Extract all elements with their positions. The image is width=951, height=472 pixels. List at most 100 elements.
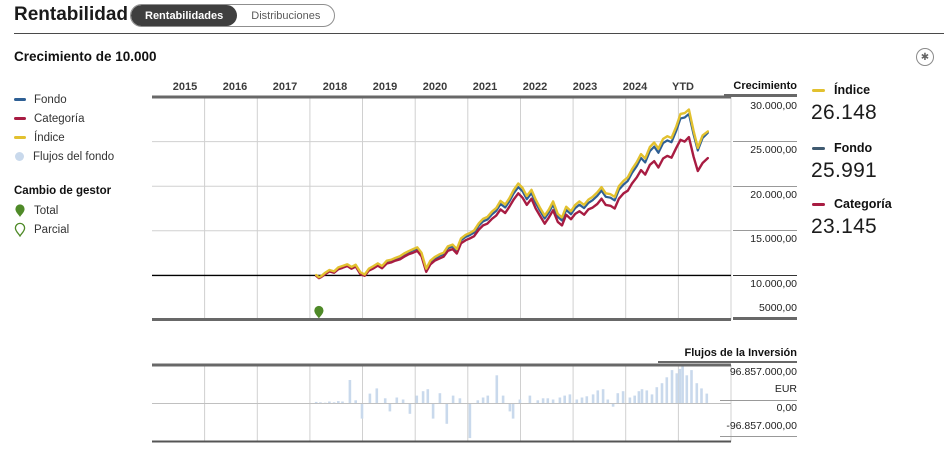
x-axis-year-label: YTD	[672, 81, 694, 93]
summary-fondo: Fondo	[812, 141, 872, 155]
flow-bar	[395, 397, 399, 404]
flow-bar	[468, 403, 472, 439]
indice-line-swatch	[14, 136, 26, 139]
legend-label: Total	[34, 204, 59, 217]
y-tick-15000: 15.000,00	[733, 230, 797, 245]
legend-label: Flujos del fondo	[33, 150, 115, 163]
x-axis-year-label: 2015	[173, 81, 197, 93]
summary-categoria: Categoría	[812, 197, 892, 211]
x-axis-year-label: 2016	[223, 81, 247, 93]
chart-options-icon[interactable]: ✱	[916, 48, 934, 66]
x-axis-year-label: 2021	[473, 81, 497, 93]
flow-bar	[585, 396, 589, 404]
legend-item-parcial: Parcial	[14, 220, 149, 239]
flow-bar	[388, 403, 392, 412]
tab-distribuciones[interactable]: Distribuciones	[251, 9, 321, 22]
legend-label: Fondo	[34, 93, 67, 106]
flow-bar	[368, 393, 372, 404]
flow-bar	[341, 401, 344, 404]
flow-bar	[616, 393, 620, 404]
flow-bar	[655, 387, 659, 404]
x-axis-year-label: 2018	[323, 81, 347, 93]
growth-plot-area[interactable]	[152, 97, 731, 320]
view-tabs: Rentabilidades Distribuciones	[130, 4, 336, 27]
manager-change-heading: Cambio de gestor	[14, 185, 112, 197]
flow-bar	[476, 400, 480, 404]
manager-change-parcial-pin-icon	[14, 222, 26, 237]
flow-bar	[563, 395, 566, 404]
asterisk-icon: ✱	[920, 51, 930, 63]
growth-axis-header: Crecimiento	[724, 80, 797, 97]
flow-bar	[495, 375, 499, 404]
y-tick-10000: 10.000,00	[733, 274, 797, 290]
flow-bar	[354, 400, 357, 404]
summary-label: Categoría	[834, 197, 892, 211]
y-tick-25000: 25.000,00	[733, 141, 797, 156]
flow-bar	[518, 399, 522, 404]
flow-bar	[360, 403, 364, 419]
flow-bar	[700, 388, 703, 404]
indice-dash-icon	[812, 88, 825, 92]
flow-bar	[445, 403, 449, 424]
legend-item-flujos: Flujos del fondo	[14, 147, 149, 166]
flow-bar	[438, 393, 442, 404]
x-axis-year-label: 2020	[423, 81, 447, 93]
summary-fondo-value: 25.991	[811, 159, 878, 182]
flow-bar	[511, 403, 515, 419]
summary-label: Índice	[834, 83, 871, 97]
legend-label: Categoría	[34, 112, 85, 125]
flow-bar	[705, 393, 709, 404]
tab-rentabilidades[interactable]: Rentabilidades	[131, 5, 238, 26]
flow-bar	[415, 395, 419, 404]
page-title: Rentabilidad	[14, 4, 129, 25]
flow-bar	[348, 380, 352, 404]
flow-bar	[501, 395, 505, 404]
flow-bar	[568, 394, 572, 404]
flows-circle-swatch	[15, 152, 24, 161]
flows-tick-min: -96.857.000,00	[726, 420, 797, 432]
categoria-dash-icon	[812, 202, 825, 206]
flow-bar	[551, 399, 555, 404]
flow-bar	[431, 403, 435, 419]
flow-bar	[640, 389, 644, 404]
flow-bar	[637, 391, 641, 404]
chart-legend: Fondo Categoría Índice Flujos del fondo …	[14, 90, 149, 239]
flow-bar	[508, 403, 512, 412]
flow-bar	[314, 401, 318, 404]
flow-bar	[650, 394, 654, 404]
summary-indice: Índice	[812, 83, 870, 97]
flow-bar	[421, 391, 425, 404]
flow-bar	[695, 383, 699, 404]
flow-bar	[580, 397, 584, 404]
flow-bar	[675, 373, 679, 404]
flows-chart-title: Flujos de la Inversión	[658, 347, 797, 363]
flows-plot-area[interactable]	[152, 365, 731, 442]
flow-bar	[401, 399, 405, 404]
legend-label: Índice	[34, 131, 65, 144]
legend-item-indice: Índice	[14, 128, 149, 147]
series-line-índice	[315, 108, 709, 279]
legend-item-total: Total	[14, 201, 149, 220]
y-tick-5000: 5000,00	[759, 302, 797, 314]
flow-bar	[681, 365, 684, 404]
y-tick-20000: 20.000,00	[733, 185, 797, 201]
summary-indice-value: 26.148	[811, 101, 878, 124]
flow-bar	[332, 402, 336, 404]
manager-change-total-pin-icon	[314, 305, 324, 319]
legend-item-categoria: Categoría	[14, 109, 149, 128]
x-axis-year-label: 2024	[623, 81, 648, 93]
flow-bar	[645, 390, 649, 404]
flow-bar	[601, 389, 605, 404]
flow-bar	[481, 397, 485, 404]
y-tick-30000: 30.000,00	[750, 100, 797, 112]
flow-bar	[383, 398, 387, 404]
x-axis-year-label: 2017	[273, 81, 297, 93]
legend-item-fondo: Fondo	[14, 90, 149, 109]
flows-unit: EUR	[774, 383, 797, 395]
fondo-dash-icon	[812, 146, 825, 150]
flow-bar	[546, 398, 550, 404]
flow-bar	[337, 401, 340, 404]
growth-chart-title: Crecimiento de 10.000	[14, 49, 157, 64]
series-line-categoría	[315, 135, 709, 280]
